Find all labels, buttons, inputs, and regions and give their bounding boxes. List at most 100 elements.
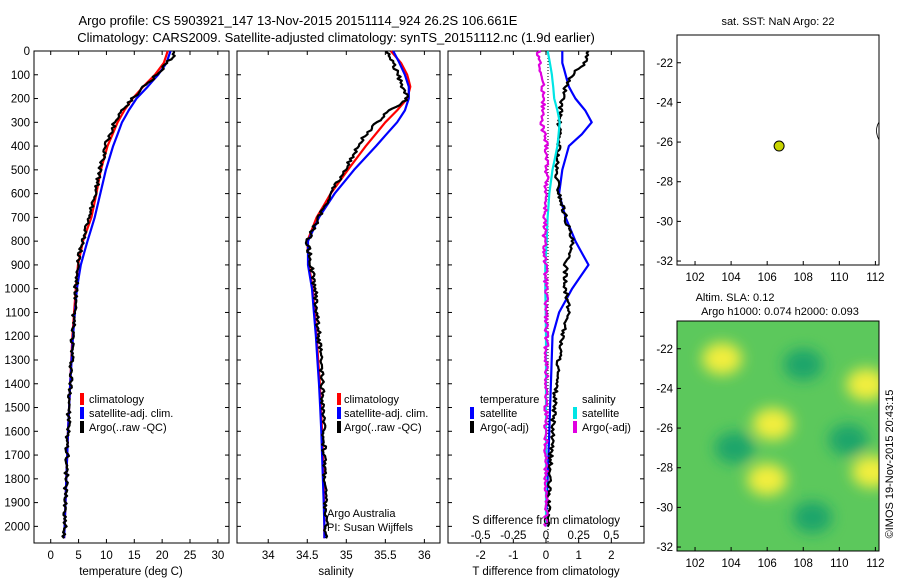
lon-tick-label: 110 <box>830 272 848 284</box>
legend-label-climatology: climatology <box>344 394 400 406</box>
lat-tick-label: -32 <box>656 542 673 554</box>
series-line-argo-raw-qc <box>304 50 409 539</box>
depth-tick-label: 500 <box>11 165 30 177</box>
sla-low-region <box>828 423 869 456</box>
lon-tick-label: 104 <box>722 558 742 570</box>
x-tick-label: 20 <box>156 550 169 562</box>
depth-tick-label: 1200 <box>4 331 30 343</box>
sla-high-region <box>851 455 879 488</box>
x-tick-label: 15 <box>128 550 141 562</box>
depth-tick-label: 1600 <box>4 426 30 438</box>
lon-tick-label: 108 <box>794 272 813 284</box>
sst-map-title: sat. SST: NaN Argo: 22 <box>721 16 834 28</box>
sla-map-panel: Altim. SLA: 0.12 Argo h1000: 0.074 h2000… <box>656 292 884 570</box>
imos-watermark: ©IMOS 19-Nov-2015 20:43:15 <box>884 390 896 539</box>
x-tick-label: 35.5 <box>374 550 396 562</box>
lat-tick-label: -26 <box>656 137 673 149</box>
x-tick-label: 35 <box>340 550 353 562</box>
depth-tick-label: 800 <box>11 236 30 248</box>
x-tick-label: 34 <box>262 550 275 562</box>
x-tick-label: 25 <box>184 550 197 562</box>
salinity-legend: climatology satellite-adj. clim. Argo(..… <box>337 393 428 434</box>
legend-swatch-t-argo <box>470 421 474 433</box>
lat-tick-label: -26 <box>656 423 673 435</box>
x-tick-label: -1 <box>508 550 518 562</box>
lon-tick-label: 106 <box>758 272 777 284</box>
x-tick-label: 5 <box>75 550 81 562</box>
legend-label-t-satellite: satellite <box>480 408 517 420</box>
depth-tick-label: 1400 <box>4 379 30 391</box>
lat-tick-label: -22 <box>656 344 673 356</box>
legend-label-s-argo: Argo(-adj) <box>582 422 631 434</box>
s-difference-label: S difference from climatology <box>472 515 620 527</box>
sla-title-line-1: Altim. SLA: 0.12 <box>696 292 775 304</box>
depth-tick-label: 900 <box>11 260 30 272</box>
salinity-panel: 34 34.5 35 35.5 36 salinity climatology sate… <box>236 50 441 578</box>
difference-legend: temperature satellite Argo(-adj) salinit… <box>470 394 631 434</box>
lon-tick-label: 102 <box>685 558 704 570</box>
x-tick-label: 0 <box>48 550 54 562</box>
coastline-fragment <box>876 121 880 141</box>
legend-label-satellite: satellite-adj. clim. <box>344 408 428 420</box>
legend-swatch-satellite <box>337 407 341 419</box>
depth-tick-label: 1700 <box>4 450 30 462</box>
legend-swatch-s-argo <box>573 421 577 433</box>
sla-low-region <box>783 348 824 381</box>
sla-low-region <box>714 431 755 464</box>
legend-swatch-argo <box>337 421 341 433</box>
lon-tick-label: 112 <box>866 272 884 284</box>
legend-label-t-argo: Argo(-adj) <box>480 422 529 434</box>
sst-map-panel: sat. SST: NaN Argo: 22 102 104 106 108 110 11… <box>656 16 884 284</box>
temperature-legend: climatology satellite-adj. clim. Argo(..… <box>80 393 173 434</box>
series-line-salinity-argo-adj <box>535 50 550 528</box>
lat-tick-label: -30 <box>656 502 673 514</box>
depth-tick-label: 300 <box>11 117 30 129</box>
depth-tick-label: 100 <box>11 70 30 82</box>
lat-tick-label: -32 <box>656 256 673 268</box>
x-tick-label: -2 <box>476 550 486 562</box>
lat-tick-label: -30 <box>656 216 673 228</box>
depth-tick-label: 1500 <box>4 403 30 415</box>
x-tick-label: 34.5 <box>296 550 318 562</box>
sla-high-region <box>846 368 879 401</box>
legend-label-climatology: climatology <box>89 394 145 406</box>
difference-panel: -2 -1 0 1 2 S difference from climatology -0… <box>447 50 645 578</box>
lat-tick-label: -28 <box>656 463 673 475</box>
sla-high-region <box>752 408 793 441</box>
depth-tick-label: 200 <box>11 94 30 106</box>
series-line-satellite-adj-clim <box>306 50 410 539</box>
series-line-temperature-argo-adj <box>545 50 590 527</box>
s-tick-label: -0.5 <box>471 530 491 542</box>
t-difference-label: T difference from climatology <box>472 566 619 578</box>
legend-swatch-t-satellite <box>470 407 474 419</box>
depth-tick-label: 400 <box>11 141 30 153</box>
legend-label-satellite: satellite-adj. clim. <box>89 408 173 420</box>
depth-tick-label: 700 <box>11 212 30 224</box>
depth-tick-label: 1900 <box>4 498 30 510</box>
legend-swatch-climatology <box>80 393 84 405</box>
temperature-axis-label: temperature (deg C) <box>79 566 183 578</box>
lat-tick-label: -24 <box>656 383 673 395</box>
x-tick-label: 36 <box>418 550 431 562</box>
depth-tick-label: 0 <box>24 46 30 58</box>
annotation-argo-australia: Argo Australia <box>327 508 396 520</box>
lat-tick-label: -22 <box>656 58 673 70</box>
x-tick-label: 0 <box>543 550 549 562</box>
legend-swatch-argo <box>80 421 84 433</box>
s-tick-label: 0.5 <box>603 530 619 542</box>
annotation-pi: PI: Susan Wijffels <box>327 522 413 534</box>
sla-high-region <box>702 342 743 375</box>
temperature-panel: 0 5 10 15 20 25 300100200300400500600700800900… <box>4 46 230 578</box>
depth-tick-label: 1800 <box>4 474 30 486</box>
header-line-1: Argo profile: CS 5903921_147 13-Nov-2015… <box>79 13 518 28</box>
s-tick-label: -0.25 <box>500 530 526 542</box>
s-tick-label: 0.25 <box>567 530 589 542</box>
lon-tick-label: 104 <box>722 272 742 284</box>
lat-tick-label: -24 <box>656 97 673 109</box>
depth-tick-label: 1000 <box>4 284 30 296</box>
salinity-axis-label: salinity <box>318 566 353 578</box>
depth-tick-label: 1300 <box>4 355 30 367</box>
series-line-satellite-adj-clim <box>63 50 172 539</box>
legend-swatch-climatology <box>337 393 341 405</box>
